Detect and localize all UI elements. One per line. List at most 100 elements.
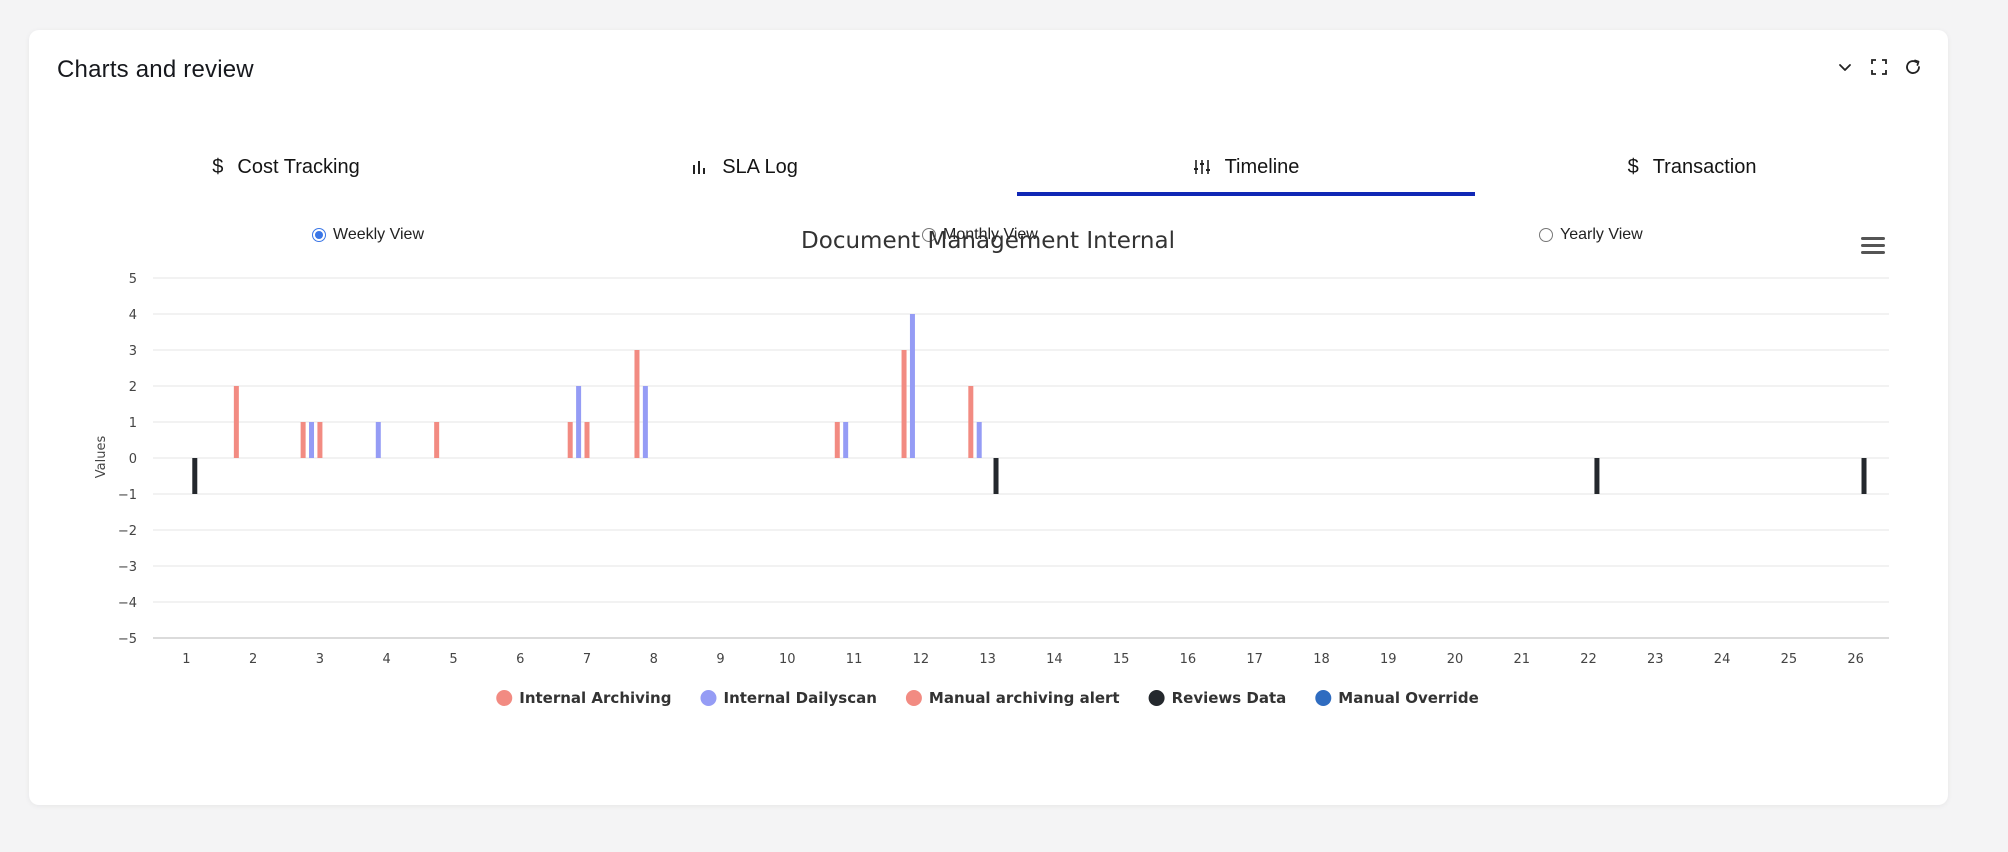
x-tick-label: 18	[1313, 652, 1330, 667]
chart-bar	[233, 386, 239, 458]
chart-bar	[300, 422, 306, 458]
y-axis-ticks: 5 4 3 2 1 0 −1 −2 −3 −4 −5	[118, 272, 137, 647]
x-tick-label: 8	[650, 652, 658, 667]
chart-bar	[642, 386, 648, 458]
dollar-icon: $	[1627, 155, 1639, 178]
y-tick-label: 3	[129, 344, 137, 359]
legend-item[interactable]: Reviews Data	[1148, 689, 1287, 707]
radio-label: Weekly View	[333, 226, 424, 243]
radio-yearly-view[interactable]: Yearly View	[1539, 226, 1643, 244]
chart-bar	[434, 422, 440, 458]
legend-marker	[1148, 690, 1165, 706]
x-tick-label: 13	[979, 652, 996, 667]
chevron-down-icon[interactable]	[1836, 58, 1854, 76]
chart-bar	[584, 422, 590, 458]
y-tick-label: −4	[118, 596, 137, 611]
tab-timeline[interactable]: Timeline	[1017, 126, 1475, 196]
x-tick-label: 9	[716, 652, 724, 667]
y-tick-label: −3	[118, 560, 137, 575]
chart-bar	[976, 422, 982, 458]
radio-label: Yearly View	[1560, 226, 1643, 243]
legend-marker	[496, 690, 513, 706]
chart-bar	[843, 422, 849, 458]
tab-label: Cost Tracking	[237, 156, 360, 178]
chart-bar	[901, 350, 907, 458]
x-tick-label: 26	[1847, 652, 1864, 667]
charts-card: Charts and review $ Cost Tracking SLA Lo…	[29, 30, 1948, 805]
y-tick-label: −2	[118, 524, 137, 539]
tab-label: SLA Log	[722, 156, 798, 178]
timeline-chart: Document Management Internal Values 5 4 3 2…	[94, 228, 1889, 707]
x-tick-label: 12	[913, 652, 930, 667]
chart-bar	[309, 422, 315, 458]
radio-button[interactable]	[312, 228, 326, 242]
chart-bar	[634, 350, 640, 458]
radio-label: Monthly View	[943, 226, 1038, 243]
tab-sla-log[interactable]: SLA Log	[515, 126, 973, 196]
legend-marker	[700, 690, 717, 706]
fullscreen-icon[interactable]	[1870, 58, 1888, 76]
radio-monthly-view[interactable]: Monthly View	[922, 226, 1038, 244]
chart-bar	[576, 386, 582, 458]
x-tick-label: 20	[1447, 652, 1464, 667]
chart-bar	[834, 422, 840, 458]
sliders-icon	[1193, 156, 1211, 178]
legend-label: Manual archiving alert	[929, 689, 1120, 707]
x-tick-label: 4	[383, 652, 391, 667]
legend-label: Internal Dailyscan	[723, 689, 876, 707]
legend-item[interactable]: Internal Archiving	[496, 689, 671, 707]
x-tick-label: 16	[1180, 652, 1197, 667]
grid-lines	[153, 277, 1889, 639]
x-tick-label: 6	[516, 652, 524, 667]
tab-cost-tracking[interactable]: $ Cost Tracking	[57, 126, 515, 196]
card-toolbar	[1836, 58, 1922, 76]
chart-bar	[993, 458, 999, 494]
x-tick-label: 11	[846, 652, 863, 667]
x-tick-label: 22	[1580, 652, 1597, 667]
chart-bar	[1594, 458, 1600, 494]
y-tick-label: 1	[129, 416, 137, 431]
y-tick-label: 2	[129, 380, 137, 395]
x-tick-label: 15	[1113, 652, 1130, 667]
radio-button[interactable]	[1539, 228, 1553, 242]
radio-weekly-view[interactable]: Weekly View	[312, 226, 424, 244]
x-tick-label: 3	[316, 652, 324, 667]
card-title: Charts and review	[57, 56, 254, 83]
hamburger-menu-icon[interactable]	[1861, 237, 1885, 254]
x-tick-label: 24	[1714, 652, 1731, 667]
chart-bar	[909, 314, 915, 458]
tab-label: Transaction	[1652, 156, 1757, 178]
legend-item[interactable]: Manual Override	[1315, 689, 1479, 707]
chart-bar	[375, 422, 381, 458]
tab-bar: $ Cost Tracking SLA Log Timeline $ Trans…	[57, 126, 1921, 196]
tab-transaction[interactable]: $ Transaction	[1463, 126, 1921, 196]
x-tick-label: 25	[1781, 652, 1798, 667]
x-tick-label: 19	[1380, 652, 1397, 667]
x-axis-ticks: 1 2 3 4 5 6 7 8 9 10 11 12 13 14 15 16 17 18 19 20 21 22 23 24 2…	[182, 652, 1864, 667]
chart-bar	[1861, 458, 1867, 494]
radio-button[interactable]	[922, 228, 936, 242]
chart-bar	[317, 422, 323, 458]
x-tick-label: 14	[1046, 652, 1063, 667]
x-tick-label: 21	[1513, 652, 1530, 667]
legend-item[interactable]: Manual archiving alert	[905, 689, 1120, 707]
legend-label: Internal Archiving	[519, 689, 671, 707]
x-tick-label: 7	[583, 652, 591, 667]
chart-bar	[567, 422, 573, 458]
legend-marker	[905, 690, 922, 706]
legend-marker	[1315, 690, 1332, 706]
y-tick-label: 0	[129, 452, 137, 467]
view-options: Weekly View Monthly View Yearly View	[29, 226, 1948, 250]
legend-item[interactable]: Internal Dailyscan	[700, 689, 877, 707]
y-axis-label: Values	[94, 436, 109, 479]
x-tick-label: 23	[1647, 652, 1664, 667]
y-tick-label: −5	[118, 632, 137, 647]
legend-label: Reviews Data	[1172, 689, 1287, 707]
chart-bar	[192, 458, 198, 494]
tab-label: Timeline	[1224, 156, 1300, 178]
x-tick-label: 10	[779, 652, 796, 667]
legend-label: Manual Override	[1338, 689, 1478, 707]
chart-bars	[192, 314, 1867, 494]
y-tick-label: 5	[129, 272, 137, 287]
refresh-icon[interactable]	[1904, 58, 1922, 76]
